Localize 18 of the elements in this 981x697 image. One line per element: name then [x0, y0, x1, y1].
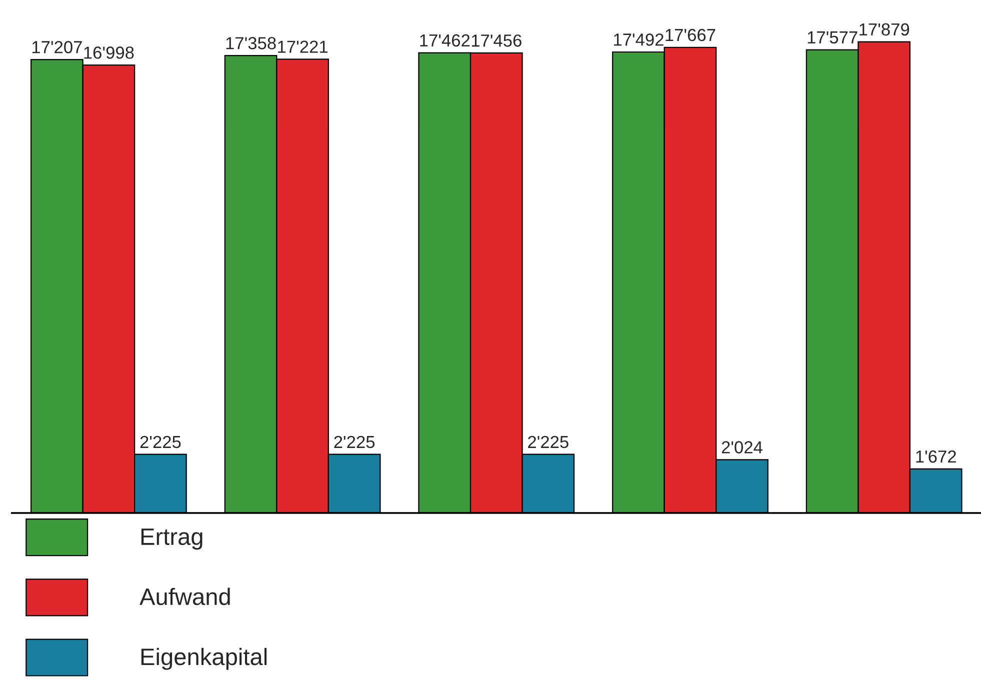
- data-label: 17'456: [472, 34, 522, 47]
- data-label: 2'225: [140, 436, 181, 448]
- legend-label: Aufwand: [140, 588, 230, 606]
- data-label: 17'207: [32, 41, 82, 54]
- legend-label: Eigenkapital: [141, 648, 267, 670]
- data-label: 16'998: [84, 46, 134, 59]
- data-label: 17'462: [420, 34, 470, 47]
- data-label: 2'024: [722, 441, 762, 454]
- data-label: 17'577: [808, 31, 858, 44]
- data-label: 17'221: [278, 40, 328, 53]
- legend-label: Ertrag: [141, 528, 202, 550]
- data-label: 17'667: [666, 28, 716, 42]
- data-label: 2'225: [334, 436, 375, 448]
- data-label: 2'225: [528, 436, 568, 448]
- data-label: 17'879: [860, 23, 910, 36]
- data-label: 17'358: [226, 37, 276, 50]
- data-label: 17'492: [614, 33, 664, 46]
- data-label: 1'672: [916, 450, 956, 463]
